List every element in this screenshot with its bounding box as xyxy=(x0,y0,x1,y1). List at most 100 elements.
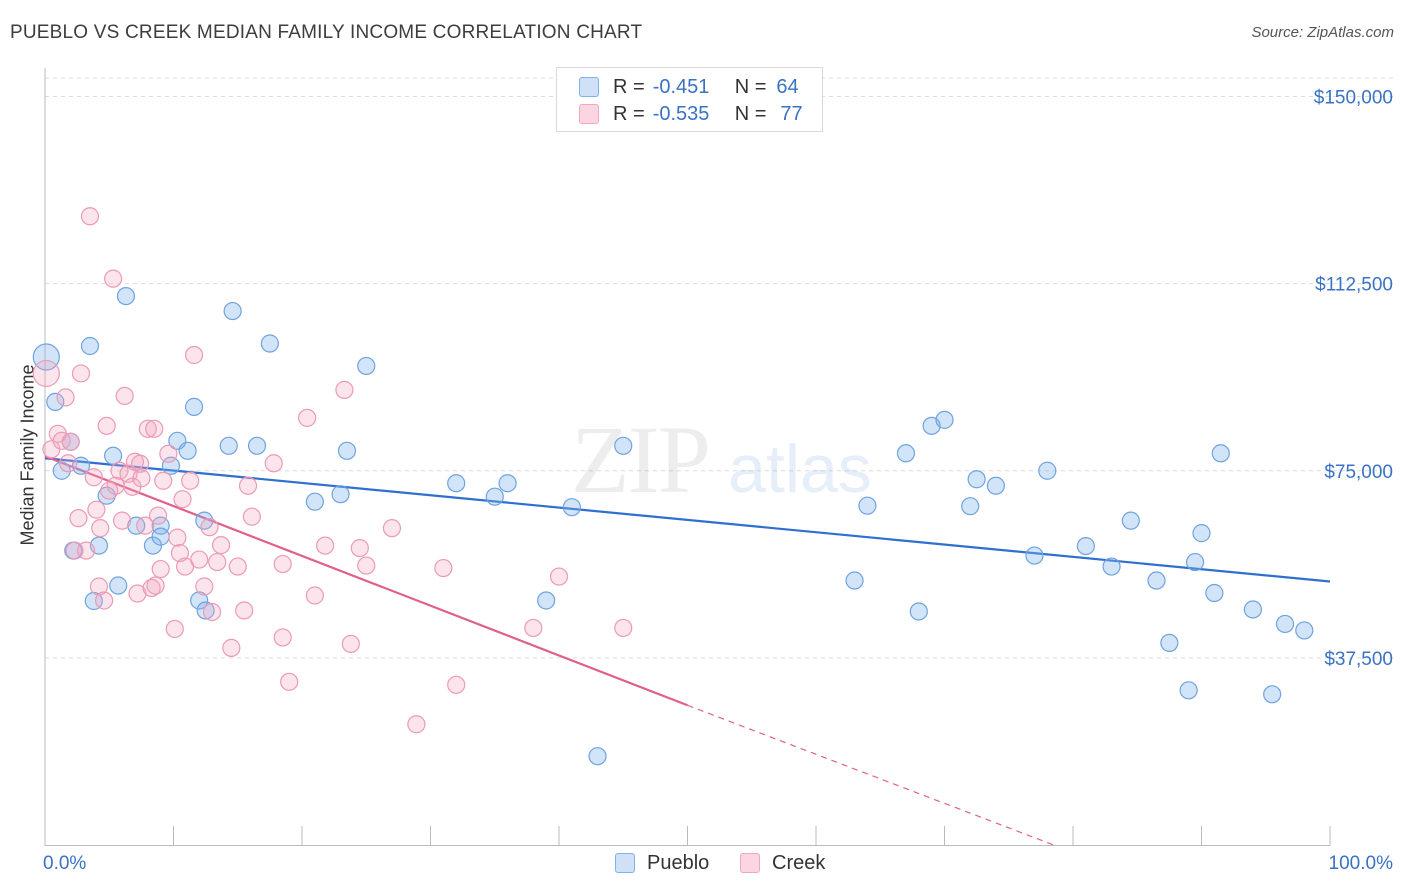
creek-point xyxy=(273,554,292,574)
pueblo-point xyxy=(1243,600,1263,619)
creek-point xyxy=(80,207,100,226)
correlation-legend: R = -0.451 N = 64 R = -0.535 N = 77 xyxy=(556,67,823,132)
creek-point xyxy=(104,269,123,288)
creek-point xyxy=(305,586,324,605)
creek-point xyxy=(146,576,165,595)
bottom-legend-creek: Creek xyxy=(740,850,825,876)
pueblo-point xyxy=(1076,536,1095,556)
pueblo-point xyxy=(1160,633,1179,653)
pueblo-point xyxy=(498,474,517,493)
pueblo-point xyxy=(1147,571,1166,590)
creek-legend-label: Creek xyxy=(772,851,826,874)
pueblo-point xyxy=(1211,444,1230,463)
pueblo-point xyxy=(896,444,916,463)
pueblo-point xyxy=(305,492,324,511)
pueblo-point xyxy=(1179,681,1198,700)
pueblo-point xyxy=(614,436,633,455)
x-tick-label: 100.0% xyxy=(1329,853,1394,874)
creek-swatch xyxy=(740,853,760,873)
axes xyxy=(44,68,1331,846)
creek-point xyxy=(145,419,164,438)
pueblo-trend-line xyxy=(44,457,1331,583)
creek-point xyxy=(228,557,247,576)
creek-trend-extension xyxy=(687,704,1054,846)
pueblo-point xyxy=(967,470,986,489)
pueblo-point xyxy=(447,474,466,493)
creek-point xyxy=(61,432,80,451)
legend-n-value: 77 xyxy=(780,102,803,125)
creek-point xyxy=(242,507,261,526)
watermark-atlas: atlas xyxy=(728,431,872,507)
creek-point xyxy=(382,519,402,538)
pueblo-point xyxy=(562,498,581,517)
creek-point xyxy=(235,601,254,620)
pueblo-point xyxy=(1295,621,1314,640)
creek-point xyxy=(97,416,116,435)
creek-point xyxy=(71,364,91,383)
creek-point xyxy=(112,511,132,530)
pueblo-point xyxy=(97,486,116,505)
legend-r-label: R = xyxy=(613,102,645,125)
pueblo-point xyxy=(1185,552,1205,572)
creek-point xyxy=(56,388,75,407)
pueblo-point xyxy=(858,496,877,515)
creek-point xyxy=(200,518,219,537)
pueblo-point xyxy=(1025,546,1044,565)
pueblo-point xyxy=(223,301,242,321)
pueblo-point xyxy=(184,397,204,416)
creek-point xyxy=(115,386,134,405)
legend-r-label: R = xyxy=(613,75,645,98)
pueblo-point xyxy=(196,601,215,620)
creek-point xyxy=(77,541,96,560)
pueblo-swatch xyxy=(579,77,599,97)
creek-point xyxy=(273,628,292,647)
creek-point xyxy=(357,556,376,575)
pueblo-point xyxy=(116,287,136,306)
creek-point xyxy=(136,516,155,535)
creek-point xyxy=(238,476,258,495)
pueblo-legend-label: Pueblo xyxy=(647,851,710,874)
creek-point xyxy=(128,584,147,603)
creek-point xyxy=(130,454,150,473)
pueblo-point xyxy=(961,497,980,516)
creek-trend-line xyxy=(44,455,688,707)
chart-title: PUEBLO VS CREEK MEDIAN FAMILY INCOME COR… xyxy=(10,22,643,43)
creek-point xyxy=(159,444,178,463)
legend-n-label: N = xyxy=(734,102,767,125)
x-tick-label: 0.0% xyxy=(43,853,86,874)
pueblo-point xyxy=(46,392,65,411)
pueblo-point xyxy=(1102,557,1121,576)
pueblo-point xyxy=(247,436,267,455)
pueblo-point xyxy=(845,571,864,590)
creek-point xyxy=(168,528,187,547)
y-tick-label: $150,000 xyxy=(1314,88,1393,109)
pueblo-point xyxy=(537,591,556,610)
creek-point xyxy=(59,454,78,473)
creek-point xyxy=(264,454,283,473)
legend-row-creek: R = -0.535 N = 77 xyxy=(579,102,803,126)
y-tick-label: $112,500 xyxy=(1315,275,1393,296)
pueblo-point xyxy=(1192,524,1211,543)
creek-point xyxy=(154,471,173,490)
chart-source: Source: ZipAtlas.com xyxy=(1251,24,1394,41)
pueblo-point xyxy=(1275,614,1295,634)
creek-point xyxy=(524,618,543,638)
pueblo-point xyxy=(337,441,357,460)
pueblo-point xyxy=(1205,583,1224,603)
creek-point xyxy=(434,558,453,578)
creek-point xyxy=(407,715,426,734)
pueblo-point xyxy=(1121,511,1140,530)
pueblo-swatch xyxy=(615,853,635,873)
creek-point xyxy=(202,602,222,622)
creek-point xyxy=(341,634,360,654)
pueblo-point xyxy=(151,527,170,546)
pueblo-point xyxy=(190,591,209,610)
creek-point xyxy=(151,559,170,579)
pueblo-point xyxy=(32,343,60,371)
legend-row-pueblo: R = -0.451 N = 64 xyxy=(579,75,799,99)
legend-r-value: -0.451 xyxy=(652,75,710,98)
creek-point xyxy=(208,552,227,572)
pueblo-point xyxy=(84,591,103,611)
creek-point xyxy=(549,567,569,586)
